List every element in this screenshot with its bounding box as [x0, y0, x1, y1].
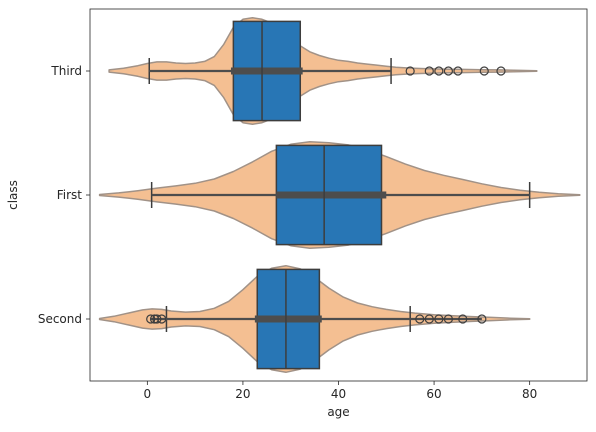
outlier-second-4 — [415, 314, 425, 324]
outlier-second-3 — [157, 314, 167, 324]
outlier-second-9 — [477, 314, 487, 324]
outlier-third-6 — [496, 66, 506, 76]
y-axis-label: class — [6, 180, 20, 210]
plot-area — [98, 16, 581, 374]
x-axis-label: age — [327, 405, 349, 419]
outlier-second-5 — [424, 314, 434, 324]
y-tick-label-third: Third — [50, 64, 82, 78]
outlier-third-4 — [453, 66, 463, 76]
outlier-third-5 — [479, 66, 489, 76]
outlier-second-0 — [146, 314, 156, 324]
outlier-second-1 — [149, 314, 160, 324]
outlier-second-6 — [434, 314, 444, 324]
outlier-third-0 — [405, 66, 415, 76]
x-tick-label-60: 60 — [426, 387, 441, 401]
x-tick-label-0: 0 — [144, 387, 152, 401]
outlier-third-1 — [424, 66, 434, 76]
outlier-third-3 — [443, 66, 454, 76]
x-tick-label-20: 20 — [235, 387, 250, 401]
outlier-second-7 — [443, 314, 454, 324]
y-tick-label-second: Second — [38, 312, 82, 326]
x-tick-label-80: 80 — [522, 387, 537, 401]
outlier-second-2 — [152, 314, 162, 324]
x-tick-label-40: 40 — [331, 387, 346, 401]
outlier-second-8 — [458, 314, 468, 324]
outlier-third-2 — [434, 66, 444, 76]
axes: Third First Second 0 20 40 60 80 — [38, 64, 537, 401]
y-tick-label-first: First — [57, 188, 83, 202]
